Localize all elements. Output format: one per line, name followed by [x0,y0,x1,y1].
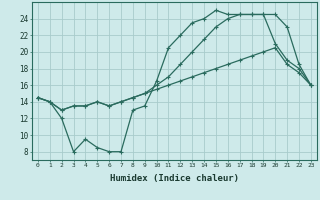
X-axis label: Humidex (Indice chaleur): Humidex (Indice chaleur) [110,174,239,183]
